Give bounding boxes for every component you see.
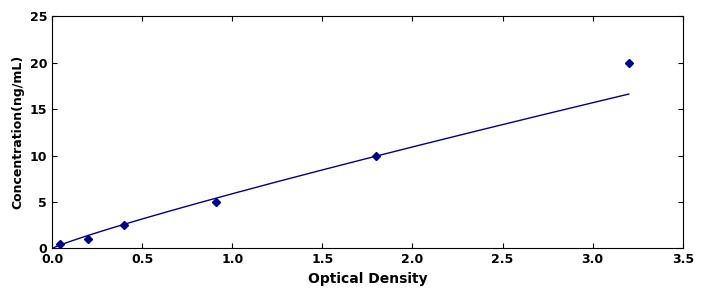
X-axis label: Optical Density: Optical Density [307,272,427,286]
Y-axis label: Concentration(ng/mL): Concentration(ng/mL) [11,55,24,209]
